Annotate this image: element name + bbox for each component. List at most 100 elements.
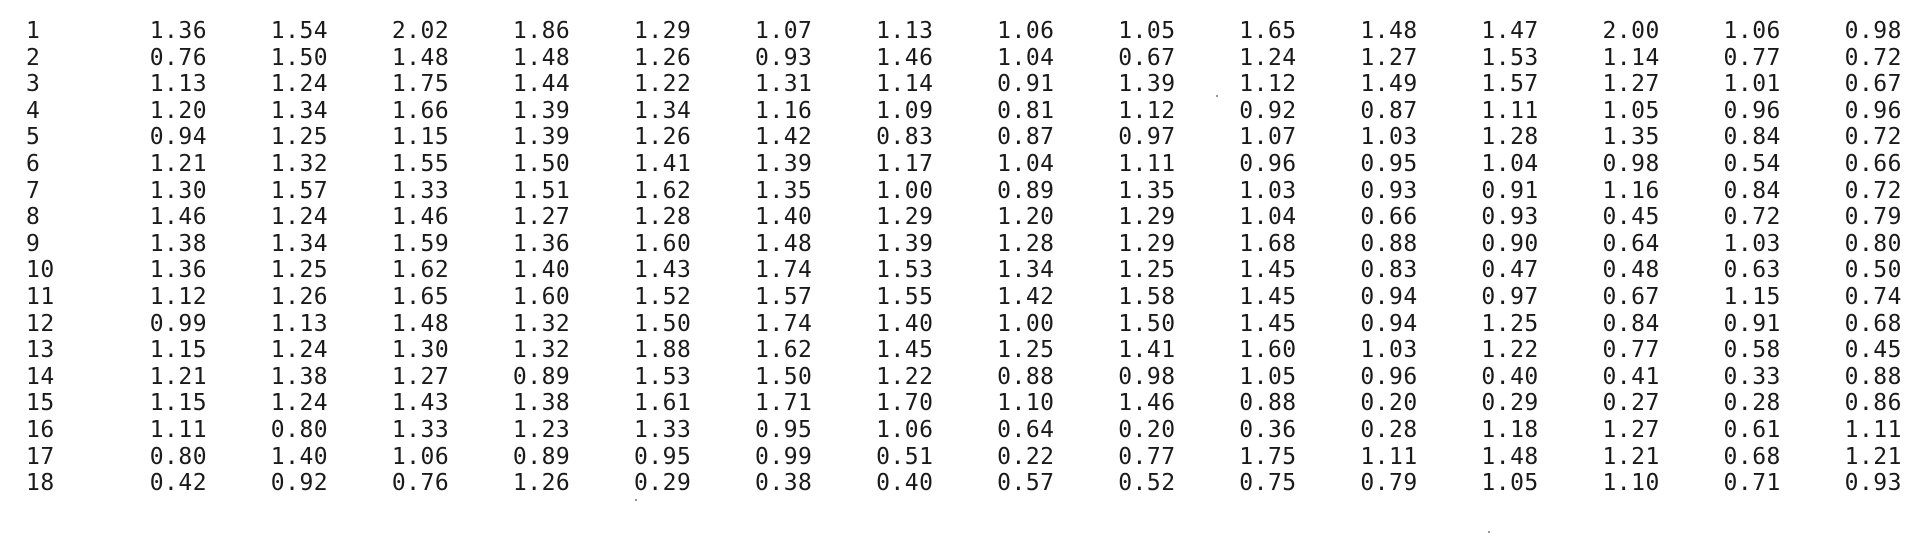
table-cell: 1.09 [876,97,934,124]
table-cell: 1.32 [270,150,329,177]
table-cell: 0.94 [149,124,208,151]
table-cell: 1.03 [1360,337,1418,364]
table-cell: 1.26 [633,44,692,71]
row-number: 4 [26,97,41,124]
table-cell: 1.41 [633,150,692,177]
table-cell: 0.88 [997,363,1055,390]
row-number: 10 [26,257,55,284]
table-cell: 1.12 [149,283,208,310]
table-cell: 0.92 [1239,97,1297,124]
table-cell: 1.36 [149,257,208,284]
table-cell: 1.12 [1239,71,1297,98]
table-cell: 0.94 [1360,310,1418,337]
table-cell: 1.60 [512,283,571,310]
table-cell: 1.28 [997,230,1055,257]
table-cell: 1.74 [755,257,813,284]
row-number: 14 [26,363,55,390]
row-number: 16 [26,416,55,443]
table-cell: 0.80 [270,416,329,443]
table-cell: 0.80 [1844,230,1902,257]
table-cell: 1.18 [1481,416,1539,443]
table-cell: 1.48 [755,230,813,257]
table-cell: 1.34 [270,97,329,124]
table-cell: 1.65 [1239,18,1297,44]
table-cell: 0.29 [633,470,692,497]
table-cell: 0.50 [1844,257,1902,284]
table-cell: 0.20 [1118,416,1176,443]
table-cell: 1.62 [391,257,450,284]
table-row: 12 0.99 1.13 1.48 1.32 1.50 1.74 1.40 1.00 1.50 1.… [18,311,1902,338]
table-row: 18 0.42 0.92 0.76 1.26 0.29 0.38 0.40 0.57 0.52 0.… [18,470,1902,497]
table-cell: 1.36 [149,18,208,44]
table-cell: 1.27 [1602,71,1660,98]
table-cell: 0.45 [1844,337,1902,364]
table-row: 15 1.15 1.24 1.43 1.38 1.61 1.71 1.70 1.10 1.46 0.… [18,390,1902,417]
table-cell: 1.40 [876,310,934,337]
table-cell: 1.17 [876,150,934,177]
table-cell: 0.76 [149,44,208,71]
table-cell: 1.01 [1723,71,1781,98]
table-cell: 1.11 [1360,443,1418,470]
table-cell: 1.48 [391,310,450,337]
table-cell: 1.55 [876,283,934,310]
table-cell: 1.32 [512,337,571,364]
table-cell: 1.75 [391,71,450,98]
table-cell: 1.39 [876,230,934,257]
table-cell: 0.68 [1723,443,1781,470]
table-cell: 1.68 [1239,230,1297,257]
table-cell: 0.61 [1723,416,1781,443]
table-cell: 0.54 [1723,150,1781,177]
table-cell: 0.41 [1602,363,1660,390]
table-cell: 0.51 [876,443,934,470]
row-number: 2 [26,44,41,71]
table-cell: 1.49 [1360,71,1418,98]
table-cell: 1.15 [149,337,208,364]
table-cell: 1.41 [1118,337,1176,364]
table-cell: 1.51 [512,177,571,204]
table-cell: 0.67 [1602,283,1660,310]
table-cell: 1.29 [633,18,692,44]
table-cell: 1.45 [1239,257,1297,284]
table-cell: 1.13 [270,310,329,337]
table-cell: 1.33 [633,416,692,443]
table-cell: 0.86 [1844,390,1902,417]
table-cell: 1.06 [876,416,934,443]
table-cell: 0.96 [1844,97,1902,124]
table-cell: 1.59 [391,230,450,257]
table-cell: 1.35 [755,177,813,204]
table-cell: 0.96 [1723,97,1781,124]
table-cell: 1.05 [1239,363,1297,390]
table-cell: 1.39 [512,97,571,124]
table-cell: 1.50 [270,44,329,71]
table-cell: 1.06 [1723,18,1781,44]
table-cell: 0.66 [1360,204,1418,231]
row-number: 3 [26,71,41,98]
table-cell: 0.77 [1723,44,1781,71]
table-cell: 1.36 [512,230,571,257]
table-row: 2 0.76 1.50 1.48 1.48 1.26 0.93 1.46 1.04 0.67 1.2… [18,45,1902,72]
table-cell: 0.20 [1360,390,1418,417]
table-cell: 0.89 [997,177,1055,204]
table-cell: 0.83 [876,124,934,151]
table-cell: 1.86 [512,18,571,44]
table-cell: 1.00 [997,310,1055,337]
table-cell: 0.89 [512,443,571,470]
data-table: 1 1.36 1.54 2.02 1.86 1.29 1.07 1.13 1.06 1.05 1.6… [18,18,1902,497]
table-cell: 1.46 [149,204,208,231]
table-cell: 0.79 [1360,470,1418,497]
table-cell: 0.66 [1844,150,1902,177]
table-cell: 0.22 [997,443,1055,470]
table-cell: 0.40 [1481,363,1539,390]
table-cell: 1.75 [1239,443,1297,470]
table-cell: 0.87 [997,124,1055,151]
table-cell: 1.15 [149,390,208,417]
table-cell: 0.95 [1360,150,1418,177]
table-row: 6 1.21 1.32 1.55 1.50 1.41 1.39 1.17 1.04 1.11 0.9… [18,151,1902,178]
table-cell: 0.52 [1118,470,1176,497]
table-cell: 1.57 [270,177,329,204]
table-cell: 1.24 [270,337,329,364]
table-cell: 1.15 [391,124,450,151]
table-cell: 1.34 [997,257,1055,284]
table-row: 17 0.80 1.40 1.06 0.89 0.95 0.99 0.51 0.22 0.77 1.… [18,444,1902,471]
table-cell: 1.70 [876,390,934,417]
